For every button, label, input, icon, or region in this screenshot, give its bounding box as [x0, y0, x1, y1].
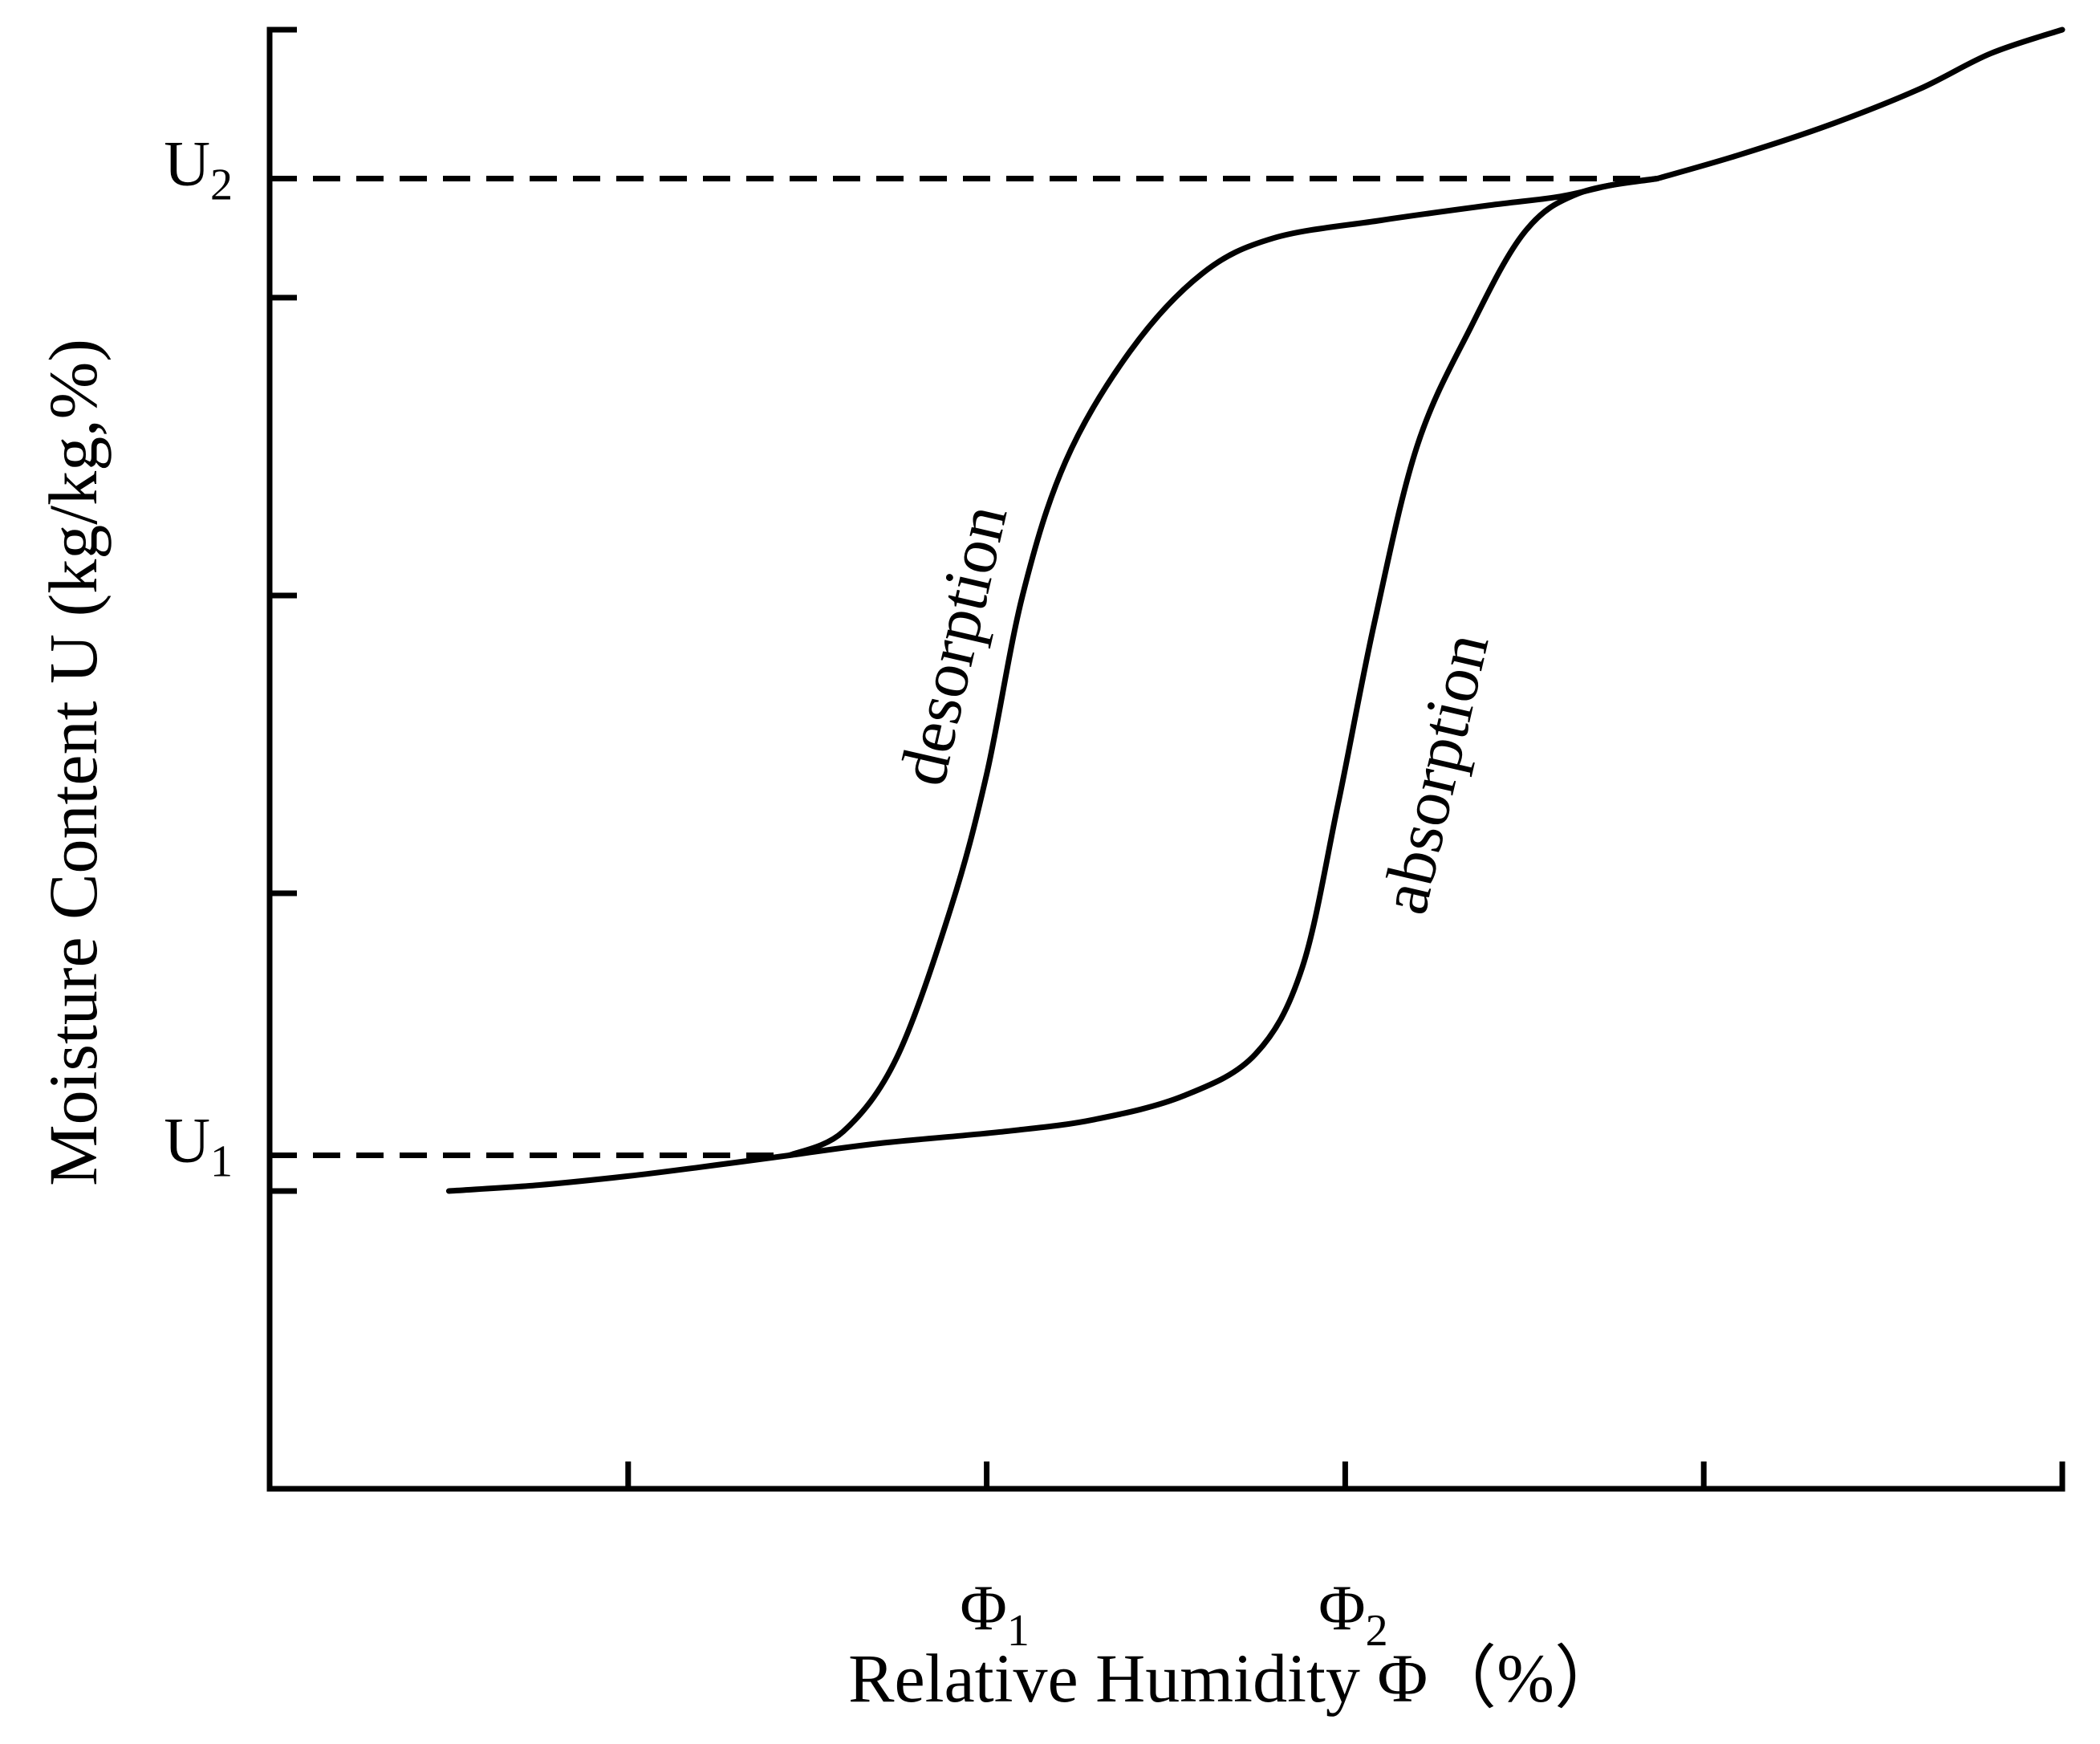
x-tick-label-phi1: Φ1: [960, 1573, 1029, 1656]
y-tick-label-base: U: [164, 129, 210, 200]
x-tick-label-subscript: 1: [1007, 1606, 1030, 1656]
absorption-label: absorption: [1367, 627, 1503, 921]
y-tick-label-u2: U2: [164, 129, 233, 210]
desorption-label: desorption: [885, 498, 1022, 792]
curve-segment-3: [445, 1153, 793, 1194]
axes: [266, 26, 2065, 1492]
curve-segment-4: [1654, 26, 2065, 181]
y-tick-label-subscript: 1: [210, 1136, 233, 1186]
curve-labels: desorption absorption: [885, 498, 1503, 921]
x-axis-title: Relative Humidity Φ（%）: [848, 1640, 1623, 1717]
y-tick-label-subscript: 2: [210, 161, 233, 210]
x-tick-label-base: Φ: [1318, 1573, 1365, 1644]
x-tick-label-subscript: 2: [1366, 1606, 1388, 1656]
axis-titles: Relative Humidity Φ（%） Moisture Content …: [35, 339, 1623, 1717]
y-axis-title: Moisture Content U (kg/kg,%): [35, 339, 112, 1186]
x-tick-label-base: Φ: [960, 1573, 1006, 1644]
y-tick-label-base: U: [164, 1105, 210, 1176]
desorption-curve: [786, 176, 1660, 1158]
x-tick-label-phi2: Φ2: [1318, 1573, 1387, 1656]
reference-lines: [270, 176, 1658, 1158]
absorption-curve: [786, 176, 1660, 1158]
y-tick-label-u1: U1: [164, 1105, 233, 1186]
curves: [445, 26, 2065, 1194]
ticks: [270, 26, 2065, 1489]
